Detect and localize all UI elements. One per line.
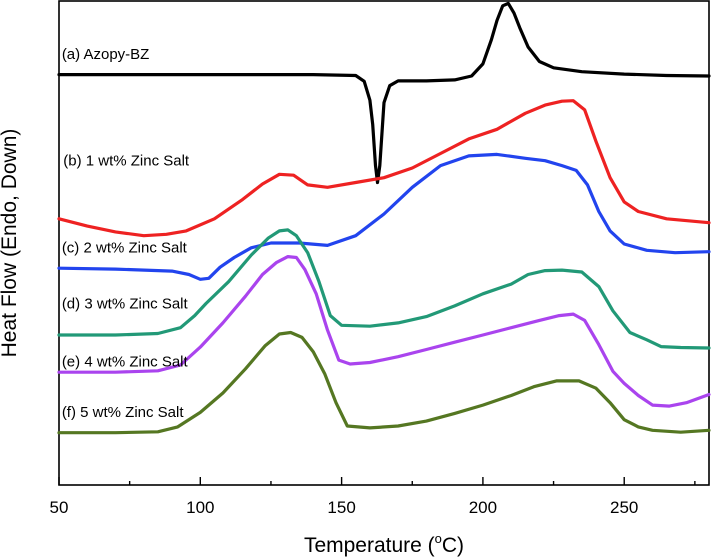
series-label-b: (b) 1 wt% Zinc Salt — [63, 153, 190, 170]
series-label-e: (e) 4 wt% Zinc Salt — [62, 353, 189, 370]
series-line-f — [57, 330, 711, 435]
series-lines — [57, 1, 711, 435]
series-line-e — [57, 255, 711, 408]
x-axis-title-unit: C) — [442, 534, 464, 557]
series-line-c — [57, 152, 711, 281]
series-label-a: (a) Azopy-BZ — [62, 46, 150, 63]
x-tick-label: 250 — [610, 498, 638, 517]
x-tick-label: 50 — [50, 498, 69, 517]
series-label-f: (f) 5 wt% Zinc Salt — [62, 404, 185, 421]
x-tick-label: 100 — [186, 498, 214, 517]
series-labels: (a) Azopy-BZ (b) 1 wt% Zinc Salt (c) 2 wt%… — [62, 46, 190, 421]
y-axis-title: Heat Flow (Endo, Down) — [0, 129, 21, 358]
series-line-a — [57, 1, 711, 185]
x-tick-label: 150 — [327, 498, 355, 517]
series-label-d: (d) 3 wt% Zinc Salt — [62, 295, 189, 312]
x-tick-label: 200 — [469, 498, 497, 517]
x-axis-ticks: 50 100 150 200 250 — [50, 477, 696, 517]
series-line-b — [57, 99, 711, 238]
x-axis-title-degree: o — [435, 531, 442, 546]
series-line-d — [57, 228, 711, 350]
x-axis-title-main: Temperature ( — [304, 534, 435, 557]
plot-area-frame — [58, 0, 710, 486]
x-axis-title: Temperature (oC) — [304, 531, 464, 557]
series-label-c: (c) 2 wt% Zinc Salt — [62, 240, 188, 257]
